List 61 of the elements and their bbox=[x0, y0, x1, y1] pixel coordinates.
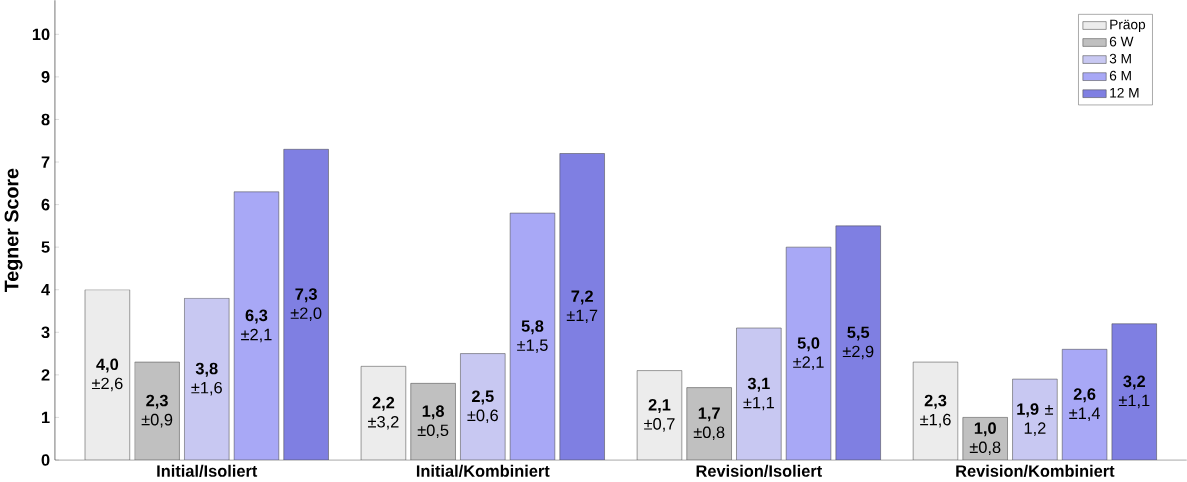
data-label: 2,6 ±1,4 bbox=[1069, 388, 1100, 422]
legend-label: 6 M bbox=[1109, 71, 1131, 81]
y-tick-label: 2 bbox=[41, 369, 50, 381]
data-label: 5,0 ±2,1 bbox=[793, 337, 824, 371]
data-label: 2,3 ±1,6 bbox=[920, 394, 951, 428]
data-label: 2,1 ±0,7 bbox=[644, 399, 675, 432]
bar bbox=[233, 191, 280, 461]
data-label: 3,2 ±1,1 bbox=[1118, 375, 1150, 409]
bar bbox=[1061, 349, 1108, 461]
bar bbox=[636, 370, 683, 461]
bar bbox=[835, 225, 881, 461]
y-tick-label: 5 bbox=[41, 241, 50, 254]
data-label: 3,8 ±1,6 bbox=[191, 362, 222, 396]
bar bbox=[360, 366, 407, 461]
bar bbox=[84, 289, 131, 461]
y-tick-label: 1 bbox=[42, 411, 50, 424]
bar bbox=[134, 362, 180, 461]
data-label: 3,1 ±1,1 bbox=[743, 377, 774, 411]
data-label: 2,5 ±0,6 bbox=[467, 390, 498, 424]
y-tick-label: 8 bbox=[41, 113, 50, 126]
y-tick-label: 4 bbox=[41, 284, 50, 296]
bar bbox=[410, 383, 456, 461]
data-label: 5,8 ±1,5 bbox=[517, 320, 548, 354]
data-label: 2,2 ±3,2 bbox=[368, 397, 399, 430]
y-tick-label: 0 bbox=[41, 454, 50, 466]
bar bbox=[785, 247, 832, 461]
legend-label: 6 W bbox=[1109, 36, 1134, 47]
data-label: 1,8 ±0,5 bbox=[417, 405, 449, 439]
bar bbox=[1111, 323, 1157, 461]
y-tick-label: 3 bbox=[41, 326, 50, 339]
data-label: 7,3 ±2,0 bbox=[290, 288, 322, 322]
x-tick-label: Revision/Kombiniert bbox=[956, 465, 1115, 478]
y-tick-label: 9 bbox=[41, 71, 50, 83]
data-label: 2,3 ±0,9 bbox=[141, 394, 173, 428]
data-label: 1,7 ±0,8 bbox=[693, 407, 725, 441]
data-label: 1,0 ±0,8 bbox=[969, 422, 1001, 456]
x-tick-label: Initial/Isoliert bbox=[157, 465, 258, 478]
y-tick-label: 7 bbox=[41, 156, 50, 168]
data-label: 6,3 ±2,1 bbox=[241, 309, 272, 343]
bar bbox=[559, 153, 605, 461]
x-tick-label: Revision/Isoliert bbox=[696, 465, 822, 478]
y-axis-title: Tegner Score bbox=[4, 168, 23, 293]
bar bbox=[1012, 379, 1058, 461]
y-tick-label: 10 bbox=[32, 28, 50, 41]
data-label: 1,9 ± 1,2 bbox=[1017, 403, 1054, 437]
bar bbox=[962, 417, 1008, 461]
legend-label: 12 M bbox=[1110, 88, 1139, 98]
bar bbox=[736, 327, 782, 461]
bar bbox=[509, 213, 556, 461]
legend-label: Präop bbox=[1110, 20, 1146, 33]
data-label: 5,5 ±2,9 bbox=[842, 326, 874, 360]
data-label: 4,0 ±2,6 bbox=[91, 358, 123, 392]
bar bbox=[460, 353, 506, 461]
bar bbox=[283, 149, 329, 461]
bar bbox=[686, 387, 732, 461]
bar bbox=[184, 298, 230, 461]
y-tick-label: 6 bbox=[41, 198, 50, 211]
bar bbox=[912, 362, 959, 461]
legend-label: 3 M bbox=[1109, 53, 1131, 64]
x-tick-label: Initial/Kombiniert bbox=[416, 465, 550, 478]
data-label: 7,2 ±1,7 bbox=[566, 290, 598, 324]
